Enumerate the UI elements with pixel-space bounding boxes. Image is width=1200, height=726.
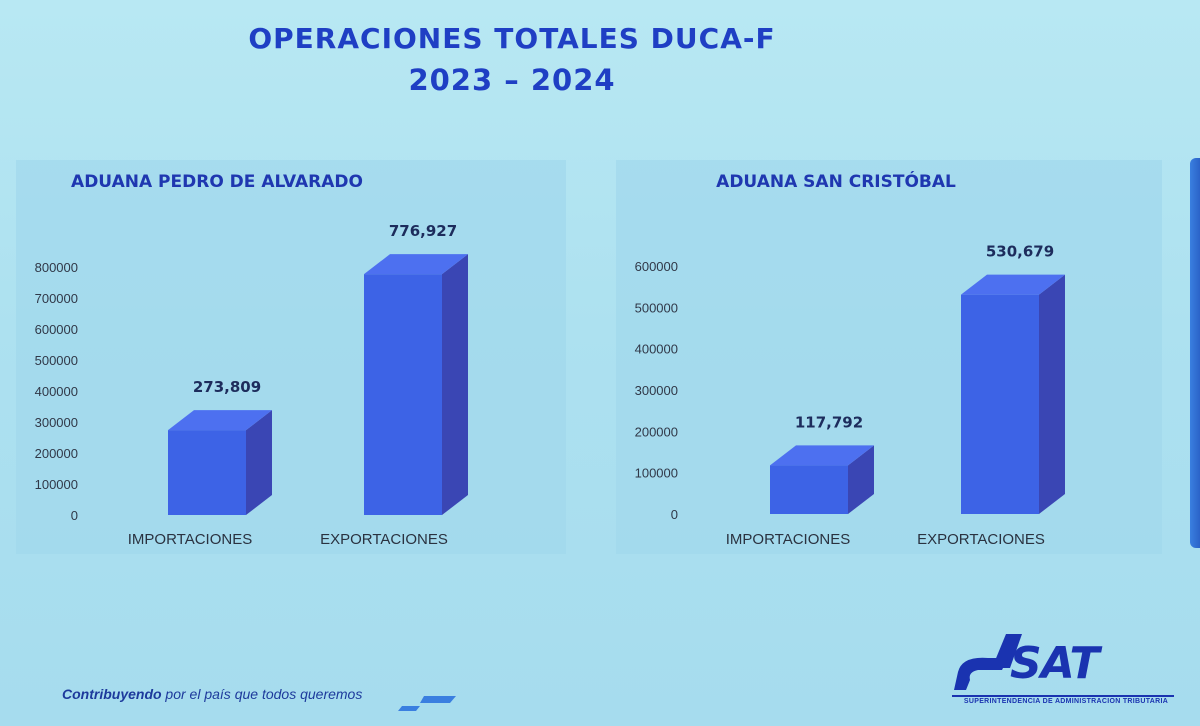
bar-front-face bbox=[364, 274, 442, 515]
y-tick-label: 200000 bbox=[35, 446, 78, 461]
chart-panel-san-cristobal: ADUANA SAN CRISTÓBAL 0 100000 200000 300000… bbox=[616, 160, 1162, 554]
footer-slogan: Contribuyendo por el país que todos quer… bbox=[62, 686, 362, 702]
bar-importaciones bbox=[770, 445, 874, 514]
bar-top-face bbox=[364, 254, 468, 275]
y-tick-label: 200000 bbox=[635, 424, 678, 439]
y-tick-label: 0 bbox=[671, 507, 678, 522]
bar-top-face bbox=[961, 274, 1065, 295]
bar-front-face bbox=[770, 465, 848, 514]
footer-slogan-bold: Contribuyendo bbox=[62, 686, 162, 702]
bar-exportaciones bbox=[364, 254, 468, 515]
y-tick-label: 600000 bbox=[35, 322, 78, 337]
bar-chart-san-cristobal: 0 100000 200000 300000 400000 500000 600000 117… bbox=[635, 243, 1065, 548]
bar-side-face bbox=[246, 410, 272, 515]
y-tick-label: 500000 bbox=[35, 353, 78, 368]
y-tick-label: 0 bbox=[71, 508, 78, 523]
y-tick-label: 400000 bbox=[635, 342, 678, 357]
sat-logo-subtitle: SUPERINTENDENCIA DE ADMINISTRACION TRIBU… bbox=[963, 698, 1169, 705]
category-label: EXPORTACIONES bbox=[917, 531, 1045, 548]
bar-side-face bbox=[848, 445, 874, 514]
edge-tab-decoration bbox=[1190, 158, 1200, 548]
bar-side-face bbox=[442, 254, 468, 515]
footer-arrow-icon bbox=[398, 696, 456, 711]
y-tick-label: 700000 bbox=[35, 291, 78, 306]
bar-importaciones bbox=[168, 410, 272, 515]
y-tick-label: 100000 bbox=[635, 466, 678, 481]
footer-slogan-rest: por el país que todos queremos bbox=[161, 686, 363, 702]
bar-front-face bbox=[961, 294, 1039, 514]
category-label: EXPORTACIONES bbox=[320, 531, 448, 548]
sat-logo-icon bbox=[952, 634, 1174, 697]
y-tick-label: 600000 bbox=[635, 259, 678, 274]
slide-title-line-2: 2023 – 2024 bbox=[408, 63, 616, 97]
data-label: 117,792 bbox=[795, 413, 863, 431]
bar-side-face bbox=[1039, 274, 1065, 514]
y-tick-label: 800000 bbox=[35, 260, 78, 275]
bar-exportaciones bbox=[961, 274, 1065, 514]
slide-title: OPERACIONES TOTALES DUCA-F 2023 – 2024 bbox=[0, 22, 1024, 97]
slide-title-line-1: OPERACIONES TOTALES DUCA-F bbox=[248, 22, 776, 55]
y-tick-label: 300000 bbox=[635, 383, 678, 398]
bar-chart-pedro-de-alvarado: 0 100000 200000 300000 400000 500000 600000 700… bbox=[35, 222, 468, 548]
y-tick-label: 100000 bbox=[35, 477, 78, 492]
bar-top-face bbox=[168, 410, 272, 431]
data-label: 776,927 bbox=[389, 222, 457, 240]
data-label: 530,679 bbox=[986, 243, 1054, 261]
bar-front-face bbox=[168, 430, 246, 515]
chart-panel-pedro-de-alvarado: ADUANA PEDRO DE ALVARADO 0 100000 200000 30… bbox=[16, 160, 566, 554]
y-tick-label: 300000 bbox=[35, 415, 78, 430]
bar-top-face bbox=[770, 445, 874, 466]
category-label: IMPORTACIONES bbox=[726, 531, 850, 548]
y-tick-label: 400000 bbox=[35, 384, 78, 399]
data-label: 273,809 bbox=[193, 378, 261, 396]
category-label: IMPORTACIONES bbox=[128, 531, 252, 548]
sat-logo-text: SAT bbox=[1010, 638, 1100, 689]
y-tick-label: 500000 bbox=[635, 300, 678, 315]
chart-title-san-cristobal: ADUANA SAN CRISTÓBAL bbox=[716, 172, 956, 192]
chart-title-pedro-de-alvarado: ADUANA PEDRO DE ALVARADO bbox=[71, 172, 363, 192]
